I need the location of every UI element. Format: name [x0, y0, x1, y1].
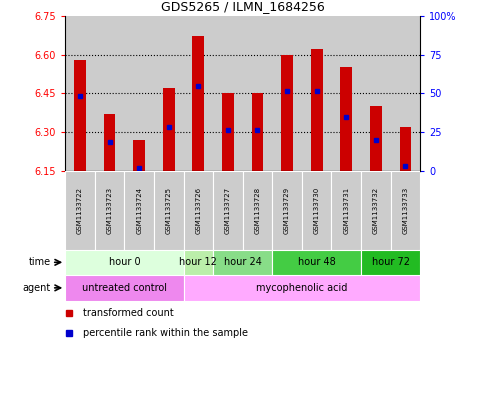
Bar	[65, 171, 95, 250]
Bar	[391, 171, 420, 250]
Bar	[125, 16, 154, 171]
Text: percentile rank within the sample: percentile rank within the sample	[83, 328, 248, 338]
Bar	[154, 16, 184, 171]
Text: hour 12: hour 12	[179, 257, 217, 267]
Bar	[95, 171, 125, 250]
Bar	[399, 127, 412, 171]
Bar	[213, 250, 272, 275]
Text: GSM1133727: GSM1133727	[225, 187, 231, 234]
Bar	[302, 171, 331, 250]
Bar	[252, 93, 263, 171]
Bar	[361, 171, 391, 250]
Text: GSM1133732: GSM1133732	[373, 187, 379, 234]
Text: GSM1133731: GSM1133731	[343, 187, 349, 234]
Text: GSM1133729: GSM1133729	[284, 187, 290, 234]
Bar	[302, 16, 331, 171]
Bar	[213, 16, 243, 171]
Bar	[74, 60, 86, 171]
Text: agent: agent	[22, 283, 50, 293]
Text: GSM1133724: GSM1133724	[136, 187, 142, 234]
Text: GSM1133722: GSM1133722	[77, 187, 83, 234]
Bar	[311, 50, 323, 171]
Bar	[184, 250, 213, 275]
Text: hour 24: hour 24	[224, 257, 262, 267]
Title: GDS5265 / ILMN_1684256: GDS5265 / ILMN_1684256	[161, 0, 325, 13]
Bar	[272, 171, 302, 250]
Bar	[243, 16, 272, 171]
Bar	[272, 250, 361, 275]
Text: GSM1133725: GSM1133725	[166, 187, 172, 234]
Bar	[125, 171, 154, 250]
Text: time: time	[28, 257, 50, 267]
Bar	[192, 37, 204, 171]
Bar	[391, 16, 420, 171]
Bar	[65, 16, 95, 171]
Bar	[331, 171, 361, 250]
Bar	[184, 275, 420, 301]
Bar	[361, 250, 420, 275]
Text: GSM1133733: GSM1133733	[402, 187, 409, 234]
Text: hour 48: hour 48	[298, 257, 336, 267]
Bar	[272, 16, 302, 171]
Bar	[163, 88, 175, 171]
Text: GSM1133723: GSM1133723	[107, 187, 113, 234]
Bar	[370, 106, 382, 171]
Bar	[213, 171, 242, 250]
Text: GSM1133726: GSM1133726	[195, 187, 201, 234]
Bar	[341, 68, 352, 171]
Text: transformed count: transformed count	[83, 309, 174, 318]
Text: hour 72: hour 72	[371, 257, 410, 267]
Bar	[331, 16, 361, 171]
Bar	[154, 171, 184, 250]
Bar	[222, 93, 234, 171]
Bar	[104, 114, 115, 171]
Bar	[361, 16, 391, 171]
Text: untreated control: untreated control	[82, 283, 167, 293]
Text: hour 0: hour 0	[109, 257, 140, 267]
Bar	[65, 275, 184, 301]
Bar	[95, 16, 125, 171]
Bar	[242, 171, 272, 250]
Bar	[184, 171, 213, 250]
Bar	[133, 140, 145, 171]
Text: GSM1133728: GSM1133728	[255, 187, 260, 234]
Bar	[184, 16, 213, 171]
Text: GSM1133730: GSM1133730	[313, 187, 320, 234]
Text: mycophenolic acid: mycophenolic acid	[256, 283, 348, 293]
Bar	[281, 55, 293, 171]
Bar	[65, 250, 184, 275]
